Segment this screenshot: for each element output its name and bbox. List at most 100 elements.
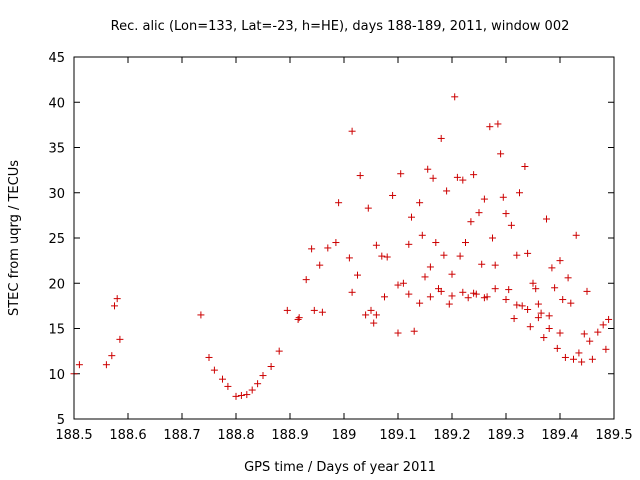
data-point xyxy=(219,375,226,383)
data-point xyxy=(602,345,610,353)
data-point xyxy=(424,165,432,173)
data-point xyxy=(295,314,303,322)
plot-frame xyxy=(73,56,615,420)
data-point xyxy=(440,251,448,259)
data-point xyxy=(548,264,556,272)
data-point xyxy=(567,299,575,307)
y-axis-label: STEC from uqrg / TECUs xyxy=(7,160,22,316)
y-tick-label: 45 xyxy=(48,51,65,66)
data-point xyxy=(348,288,356,296)
data-point xyxy=(345,254,353,262)
data-point xyxy=(516,189,523,197)
data-point xyxy=(294,315,302,323)
x-tick-label: 188.8 xyxy=(217,428,254,443)
data-point xyxy=(470,289,478,297)
x-tick-label: 188.9 xyxy=(271,428,308,443)
data-point xyxy=(283,306,291,314)
data-point xyxy=(397,170,405,178)
x-tick-label: 189.4 xyxy=(541,428,578,443)
data-point xyxy=(405,240,413,248)
y-tick-label: 40 xyxy=(48,96,65,111)
data-point xyxy=(210,366,218,374)
data-point xyxy=(259,372,267,380)
data-point xyxy=(318,308,326,316)
data-point xyxy=(467,218,475,226)
data-point xyxy=(572,231,580,239)
axis-ticks: 188.5 188.6 188.7 188.8 188.9 189 189.1 189.2 18… xyxy=(48,51,632,443)
data-point xyxy=(426,263,434,271)
data-point xyxy=(470,171,478,179)
y-tick-label: 20 xyxy=(48,277,65,292)
data-point xyxy=(372,311,380,319)
x-axis-label: GPS time / Days of year 2011 xyxy=(244,460,436,475)
data-point xyxy=(480,195,488,203)
data-point xyxy=(102,361,110,369)
data-point xyxy=(448,292,456,300)
data-point xyxy=(464,294,472,302)
data-point xyxy=(445,300,453,308)
data-point xyxy=(443,187,451,195)
data-point xyxy=(543,215,550,223)
data-point xyxy=(224,382,232,390)
data-point xyxy=(529,279,537,287)
data-point xyxy=(524,305,532,313)
data-point xyxy=(521,163,529,171)
y-tick-label: 35 xyxy=(48,142,65,157)
data-point xyxy=(316,261,324,269)
data-point xyxy=(437,287,445,295)
data-point xyxy=(232,392,240,400)
data-point xyxy=(478,260,486,268)
data-point xyxy=(237,391,245,399)
data-point xyxy=(432,239,440,247)
x-tick-label: 189.2 xyxy=(433,428,470,443)
data-point xyxy=(310,306,318,314)
data-point xyxy=(534,300,542,308)
data-point xyxy=(243,391,251,399)
data-point xyxy=(499,193,507,201)
data-point xyxy=(197,311,205,319)
x-tick-label: 189.1 xyxy=(379,428,416,443)
y-tick-label: 5 xyxy=(57,413,65,428)
data-point xyxy=(586,337,594,345)
data-point xyxy=(578,358,586,366)
data-point xyxy=(416,299,424,307)
data-point xyxy=(324,244,332,252)
data-point xyxy=(559,296,567,304)
data-point xyxy=(518,302,526,310)
data-point xyxy=(502,296,510,304)
data-point xyxy=(537,309,545,317)
data-point xyxy=(532,285,540,293)
data-point xyxy=(205,353,213,361)
x-tick-label: 189.3 xyxy=(487,428,524,443)
data-point xyxy=(475,209,483,217)
data-point xyxy=(545,312,553,320)
data-point xyxy=(399,279,407,287)
data-point xyxy=(497,150,505,158)
data-point xyxy=(426,293,434,301)
data-point xyxy=(599,321,607,329)
data-point xyxy=(437,134,445,142)
x-tick-label: 188.7 xyxy=(163,428,200,443)
data-point xyxy=(372,241,380,249)
data-point xyxy=(362,311,370,319)
data-point xyxy=(410,327,418,335)
x-tick-label: 188.6 xyxy=(109,428,146,443)
data-point xyxy=(416,199,424,207)
data-point xyxy=(335,199,343,207)
data-point xyxy=(451,93,459,101)
data-point xyxy=(381,293,388,301)
data-points xyxy=(70,93,613,400)
data-point xyxy=(505,286,513,294)
data-point xyxy=(494,120,502,128)
data-point xyxy=(267,363,275,371)
data-point xyxy=(367,306,375,314)
data-point xyxy=(356,172,364,180)
data-point xyxy=(453,173,461,181)
data-point xyxy=(605,315,613,323)
data-point xyxy=(370,319,378,327)
data-point xyxy=(583,287,591,295)
y-tick-label: 25 xyxy=(48,232,65,247)
data-point xyxy=(534,314,542,322)
